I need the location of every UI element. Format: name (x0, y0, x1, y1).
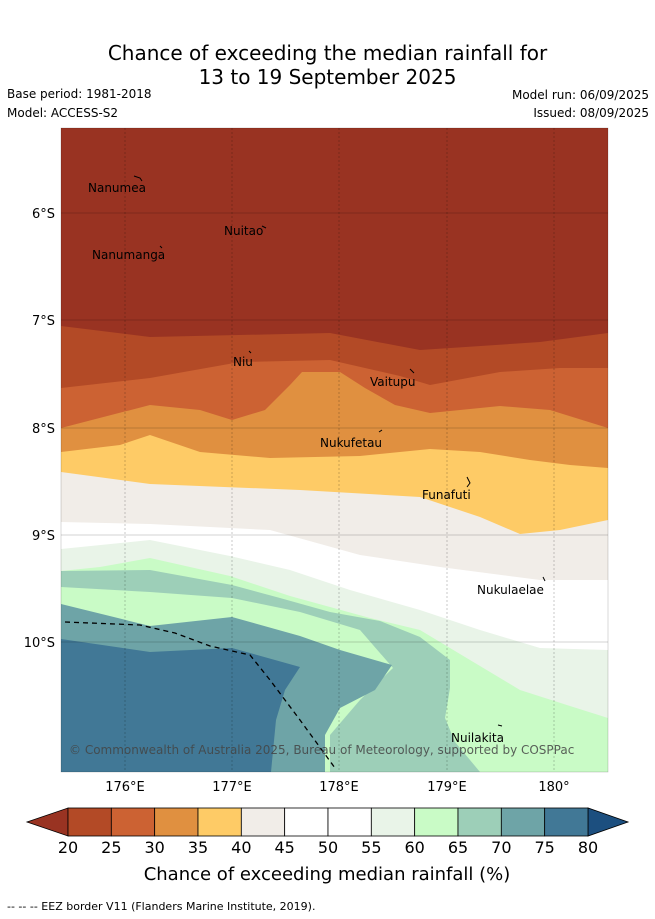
colorbar-tick-label: 30 (144, 838, 164, 857)
colorbar-tick-label: 80 (578, 838, 598, 857)
colorbar-tick-label: 55 (361, 838, 381, 857)
copyright-notice: © Commonwealth of Australia 2025, Bureau… (69, 743, 574, 757)
colorbar-segment (544, 807, 589, 837)
issued-label: Issued: 08/09/2025 (533, 106, 649, 120)
colorbar-segment (327, 807, 372, 837)
map-title-line-1: Chance of exceeding the median rainfall … (107, 41, 548, 65)
colorbar-tick-labels: 20 25 30 35 40 45 50 55 60 65 70 75 80 (58, 838, 598, 857)
colorbar-tick-label: 35 (188, 838, 208, 857)
colorbar (25, 807, 630, 837)
map-frame (60, 127, 609, 773)
colorbar-tick-label: 40 (231, 838, 251, 857)
latitude-axis: 6°S 7°S 8°S 9°S 10°S (24, 207, 55, 651)
place-label: Funafuti (422, 488, 471, 502)
place-label: Nuilakita (451, 731, 504, 745)
colorbar-segment (67, 807, 112, 837)
longitude-axis: 176°E 177°E 178°E 179°E 180° (105, 780, 569, 795)
eez-border-line (64, 621, 336, 769)
island-outlines (133, 175, 546, 727)
probability-contours (61, 128, 608, 772)
lat-tick-label: 10°S (24, 636, 55, 651)
colorbar-tick-label: 45 (274, 838, 294, 857)
place-label: Nanumea (88, 181, 146, 195)
lon-tick-label: 177°E (212, 780, 252, 795)
band-65-70 (61, 570, 480, 772)
base-period-label: Base period: 1981-2018 (7, 87, 152, 101)
model-label: Model: ACCESS-S2 (7, 106, 119, 120)
place-labels: Nanumea Nuitao Nanumanga Niu Vaitupu Nuk… (88, 181, 544, 745)
colorbar-tick-label: 75 (534, 838, 554, 857)
colorbar-extend-high (587, 807, 630, 837)
lon-tick-label: 178°E (319, 780, 359, 795)
place-label: Vaitupu (370, 375, 416, 389)
colorbar-segment (500, 807, 546, 837)
colorbar-segment (240, 807, 286, 837)
colorbar-segment (414, 807, 459, 837)
colorbar-title: Chance of exceeding median rainfall (%) (144, 864, 511, 885)
place-label: Niu (233, 355, 253, 369)
colorbar-tick-label: 70 (491, 838, 511, 857)
lon-tick-label: 176°E (105, 780, 145, 795)
map-gridlines (61, 128, 608, 772)
place-label: Nuitao (224, 224, 263, 238)
place-label: Nukulaelae (477, 583, 544, 597)
place-label: Nanumanga (92, 248, 165, 262)
colorbar-segment (197, 807, 242, 837)
colorbar-tick-label: 60 (404, 838, 424, 857)
model-run-label: Model run: 06/09/2025 (511, 88, 649, 102)
colorbar-extend-low (25, 807, 69, 837)
band-75-80 (61, 639, 300, 772)
lon-tick-label: 179°E (427, 780, 467, 795)
lat-tick-label: 6°S (32, 207, 55, 222)
colorbar-segment (154, 807, 199, 837)
map-title-line-2: 13 to 19 September 2025 (198, 65, 457, 89)
place-label: Nukufetau (320, 436, 382, 450)
colorbar-tick-label: 20 (58, 838, 78, 857)
colorbar-segment (457, 807, 502, 837)
lat-tick-label: 9°S (32, 529, 55, 544)
colorbar-segment (110, 807, 156, 837)
colorbar-tick-label: 25 (101, 838, 121, 857)
colorbar-segment (284, 807, 329, 837)
lat-tick-label: 7°S (32, 314, 55, 329)
eez-border-note: -- -- -- EEZ border V11 (Flanders Marine… (7, 900, 316, 913)
lon-tick-label: 180° (538, 780, 569, 795)
lat-tick-label: 8°S (32, 422, 55, 437)
colorbar-tick-label: 65 (448, 838, 468, 857)
colorbar-tick-label: 50 (318, 838, 338, 857)
colorbar-segment (370, 807, 416, 837)
